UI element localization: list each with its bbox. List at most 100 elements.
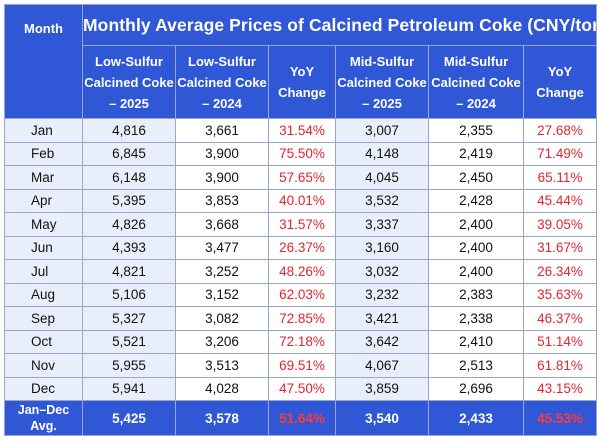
mid-sulfur-2025-cell: 4,067 [335, 353, 429, 378]
mid-sulfur-2024-cell: 2,355 [428, 118, 524, 143]
low-sulfur-2025-cell: 5,955 [82, 353, 176, 378]
low-sulfur-yoy-cell: 69.51% [268, 353, 336, 378]
low-sulfur-2024-cell: 3,900 [175, 141, 269, 166]
low-sulfur-yoy-cell: 26.37% [268, 235, 336, 260]
month-cell: Oct [4, 329, 83, 354]
table-row: Aug 5,106 3,152 62.03% 3,232 2,383 35.63% [4, 282, 598, 307]
low-sulfur-2024-cell: 3,668 [175, 212, 269, 237]
mid-sulfur-yoy-cell: 43.15% [522, 376, 598, 401]
month-cell: Jul [4, 259, 83, 284]
low-sulfur-2025-cell: 6,148 [82, 165, 176, 190]
month-cell: Jan [4, 118, 83, 143]
average-low-sulfur-2024: 3,578 [175, 400, 269, 436]
mid-sulfur-yoy-cell: 65.11% [522, 165, 598, 190]
low-sulfur-yoy-cell: 72.85% [268, 306, 336, 331]
low-sulfur-2024-cell: 3,206 [175, 329, 269, 354]
mid-sulfur-2024-cell: 2,513 [428, 353, 524, 378]
mid-sulfur-2024-cell: 2,338 [428, 306, 524, 331]
low-sulfur-yoy-cell: 40.01% [268, 188, 336, 213]
average-mid-sulfur-2025: 3,540 [335, 400, 429, 436]
low-sulfur-2024-cell: 3,477 [175, 235, 269, 260]
mid-sulfur-2025-cell: 4,045 [335, 165, 429, 190]
mid-sulfur-2025-cell: 3,859 [335, 376, 429, 401]
low-sulfur-2024-cell: 3,252 [175, 259, 269, 284]
month-cell: Sep [4, 306, 83, 331]
mid-sulfur-2025-cell: 3,532 [335, 188, 429, 213]
low-sulfur-2025-cell: 4,826 [82, 212, 176, 237]
low-sulfur-yoy-cell: 48.26% [268, 259, 336, 284]
mid-sulfur-2024-cell: 2,410 [428, 329, 524, 354]
table-row: Mar 6,148 3,900 57.65% 4,045 2,450 65.11% [4, 165, 598, 190]
average-low-sulfur-2025: 5,425 [82, 400, 176, 436]
price-table: Month Monthly Average Prices of Calcined… [4, 4, 598, 436]
mid-sulfur-2025-cell: 3,232 [335, 282, 429, 307]
month-cell: Dec [4, 376, 83, 401]
low-sulfur-yoy-cell: 57.65% [268, 165, 336, 190]
mid-sulfur-2025-cell: 3,337 [335, 212, 429, 237]
month-cell: Mar [4, 165, 83, 190]
mid-sulfur-yoy-cell: 46.37% [522, 306, 598, 331]
mid-sulfur-2025-cell: 4,148 [335, 141, 429, 166]
table-row: Oct 5,521 3,206 72.18% 3,642 2,410 51.14% [4, 329, 598, 354]
mid-sulfur-yoy-cell: 31.67% [522, 235, 598, 260]
low-sulfur-2025-cell: 4,821 [82, 259, 176, 284]
mid-sulfur-2024-cell: 2,450 [428, 165, 524, 190]
low-sulfur-2024-cell: 3,152 [175, 282, 269, 307]
mid-sulfur-yoy-cell: 39.05% [522, 212, 598, 237]
low-sulfur-yoy-header: YoY Change [268, 45, 336, 119]
mid-sulfur-yoy-cell: 35.63% [522, 282, 598, 307]
table-row: Jun 4,393 3,477 26.37% 3,160 2,400 31.67% [4, 235, 598, 260]
table-row: Feb 6,845 3,900 75.50% 4,148 2,419 71.49% [4, 141, 598, 166]
table-row: Sep 5,327 3,082 72.85% 3,421 2,338 46.37% [4, 306, 598, 331]
low-sulfur-2025-cell: 5,327 [82, 306, 176, 331]
mid-sulfur-2024-cell: 2,400 [428, 212, 524, 237]
table-row: Nov 5,955 3,513 69.51% 4,067 2,513 61.81% [4, 353, 598, 378]
table-row: Dec 5,941 4,028 47.50% 3,859 2,696 43.15% [4, 376, 598, 401]
low-sulfur-2025-cell: 5,941 [82, 376, 176, 401]
mid-sulfur-yoy-cell: 51.14% [522, 329, 598, 354]
low-sulfur-yoy-cell: 31.54% [268, 118, 336, 143]
low-sulfur-yoy-cell: 47.50% [268, 376, 336, 401]
mid-sulfur-2025-header: Mid-Sulfur Calcined Coke – 2025 [335, 45, 429, 119]
low-sulfur-2025-cell: 5,395 [82, 188, 176, 213]
table-row: Apr 5,395 3,853 40.01% 3,532 2,428 45.44% [4, 188, 598, 213]
average-label: Jan–Dec Avg. [4, 400, 83, 436]
average-mid-sulfur-2024: 2,433 [428, 400, 524, 436]
mid-sulfur-2024-header: Mid-Sulfur Calcined Coke – 2024 [428, 45, 524, 119]
month-cell: Feb [4, 141, 83, 166]
average-low-sulfur-yoy: 51.64% [268, 400, 336, 436]
low-sulfur-2025-cell: 5,521 [82, 329, 176, 354]
low-sulfur-2024-cell: 3,853 [175, 188, 269, 213]
table-row: Jan 4,816 3,661 31.54% 3,007 2,355 27.68% [4, 118, 598, 143]
mid-sulfur-2025-cell: 3,007 [335, 118, 429, 143]
low-sulfur-2024-cell: 4,028 [175, 376, 269, 401]
mid-sulfur-2024-cell: 2,696 [428, 376, 524, 401]
low-sulfur-2024-header: Low-Sulfur Calcined Coke – 2024 [175, 45, 269, 119]
mid-sulfur-yoy-cell: 61.81% [522, 353, 598, 378]
low-sulfur-2024-cell: 3,513 [175, 353, 269, 378]
mid-sulfur-yoy-cell: 26.34% [522, 259, 598, 284]
average-row: Jan–Dec Avg. 5,425 3,578 51.64% 3,540 2,… [4, 400, 598, 436]
low-sulfur-yoy-cell: 62.03% [268, 282, 336, 307]
mid-sulfur-2024-cell: 2,400 [428, 259, 524, 284]
month-column-header: Month [4, 4, 83, 119]
mid-sulfur-2025-cell: 3,642 [335, 329, 429, 354]
mid-sulfur-yoy-cell: 27.68% [522, 118, 598, 143]
mid-sulfur-2024-cell: 2,383 [428, 282, 524, 307]
table-row: May 4,826 3,668 31.57% 3,337 2,400 39.05% [4, 212, 598, 237]
low-sulfur-2024-cell: 3,900 [175, 165, 269, 190]
mid-sulfur-2024-cell: 2,428 [428, 188, 524, 213]
low-sulfur-2025-header: Low-Sulfur Calcined Coke – 2025 [82, 45, 176, 119]
low-sulfur-2025-cell: 4,393 [82, 235, 176, 260]
low-sulfur-2025-cell: 4,816 [82, 118, 176, 143]
low-sulfur-2024-cell: 3,082 [175, 306, 269, 331]
month-cell: May [4, 212, 83, 237]
low-sulfur-yoy-cell: 31.57% [268, 212, 336, 237]
low-sulfur-2024-cell: 3,661 [175, 118, 269, 143]
low-sulfur-yoy-cell: 75.50% [268, 141, 336, 166]
mid-sulfur-2025-cell: 3,421 [335, 306, 429, 331]
low-sulfur-2025-cell: 5,106 [82, 282, 176, 307]
table-row: Jul 4,821 3,252 48.26% 3,032 2,400 26.34% [4, 259, 598, 284]
mid-sulfur-yoy-cell: 71.49% [522, 141, 598, 166]
